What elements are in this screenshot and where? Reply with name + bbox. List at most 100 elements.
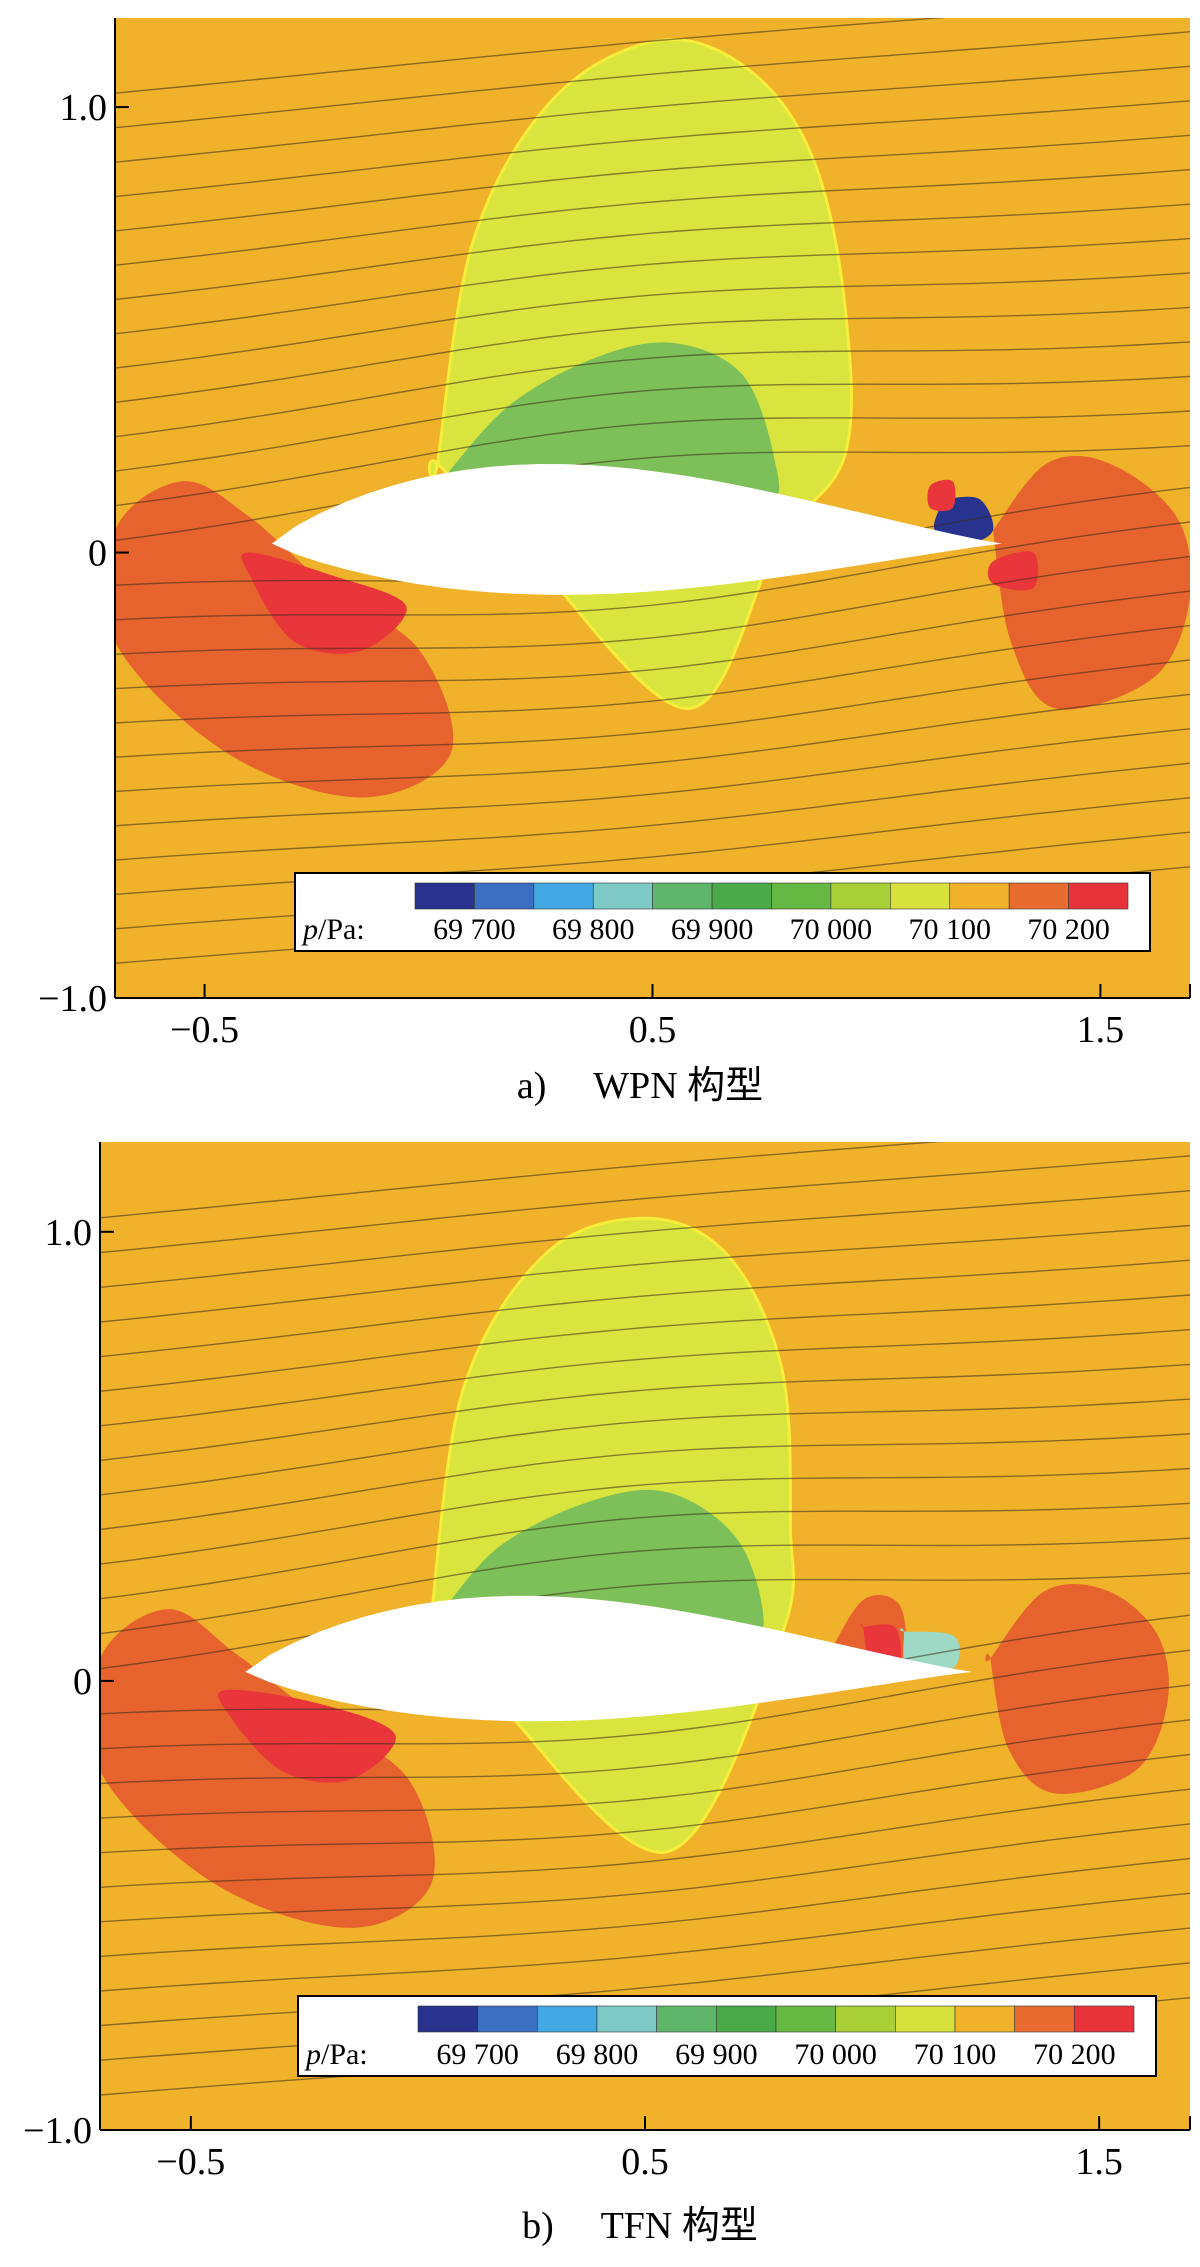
streamline-12	[115, 445, 1190, 541]
y-tick-label-2: 1.0	[60, 87, 108, 129]
streamline-20	[100, 1294, 1190, 1392]
streamline-3	[100, 1892, 1190, 1992]
streamline-5	[115, 693, 1190, 793]
y-tick-label-0: −1.0	[23, 2110, 92, 2152]
colorbar-swatch-1	[474, 882, 535, 910]
colorbar-tick-label-1: 69 800	[556, 2038, 639, 2071]
colorbar-label: p/Pa:	[301, 913, 365, 946]
streamline-23	[115, 65, 1190, 163]
streamline-9	[100, 1684, 1190, 1785]
colorbar-swatch-0	[417, 2005, 478, 2033]
airfoil-a	[271, 464, 1002, 595]
colorbar-swatch-2	[537, 2005, 598, 2033]
y-tick-label-1: 0	[88, 533, 107, 575]
x-tick-label-1: 0.5	[629, 1009, 677, 1051]
colorbar-tick-label-5: 70 200	[1027, 913, 1110, 946]
streamline-12	[100, 1572, 1190, 1670]
x-tick-label-1: 0.5	[621, 2141, 669, 2183]
colorbar-swatch-6	[775, 2005, 836, 2033]
colorbar-label-unit: /Pa:	[318, 913, 365, 946]
streamline-9	[115, 555, 1190, 655]
x-tick-label-2: 1.5	[1075, 2141, 1123, 2183]
streamline-22	[100, 1224, 1190, 1323]
colorbar-swatch-0	[414, 882, 475, 910]
colorbar-tick-label-2: 69 900	[675, 2038, 758, 2071]
streamline-21	[115, 134, 1190, 232]
streamline-15	[115, 341, 1190, 438]
y-tick-label-1: 0	[73, 1661, 92, 1703]
subplot-b-tfn: −0.5 0.5 1.5 −1.0 0 1.0 p/Pa: 69 700 69 800 69 9…	[23, 1142, 1191, 2183]
colorbar-tick-label-2: 69 900	[671, 913, 754, 946]
x-tick-label-2: 1.5	[1077, 1009, 1125, 1051]
y-tick-label-2: 1.0	[45, 1212, 93, 1254]
colorbar-swatch-9	[954, 2005, 1015, 2033]
colorbar-swatch-5	[716, 2005, 777, 2033]
colorbar-swatch-11	[1074, 2005, 1135, 2033]
colorbar-tick-label-5: 70 200	[1033, 2038, 1116, 2071]
colorbar-tick-label-4: 70 100	[914, 2038, 997, 2071]
streamline-4	[100, 1857, 1190, 1958]
streamline-6	[100, 1788, 1190, 1888]
colorbar-swatch-6	[771, 882, 832, 910]
colorbar-swatch-4	[652, 882, 713, 910]
streamline-7	[100, 1753, 1190, 1854]
streamline-3	[115, 762, 1190, 861]
streamline-20	[115, 169, 1190, 266]
streamline-6	[115, 659, 1190, 758]
streamline-10	[100, 1649, 1190, 1750]
colorbar-swatch-5	[711, 882, 772, 910]
colorbar-swatch-8	[890, 882, 951, 910]
contour-region-3	[241, 552, 407, 654]
colorbar-legend-a: p/Pa: 69 700 69 800 69 900 70 000 70 100 70 20…	[294, 872, 1151, 952]
caption-a: a) WPN 构型	[517, 1065, 763, 1107]
streamline-22	[115, 100, 1190, 198]
colorbar-swatch-1	[477, 2005, 538, 2033]
streamline-17	[100, 1398, 1190, 1496]
streamlines-b	[100, 1142, 1190, 2096]
colorbar-swatch-10	[1014, 2005, 1075, 2033]
axes-a: −0.5 0.5 1.5 −1.0 0 1.0	[38, 18, 1191, 1051]
colorbar-swatch-10	[1008, 882, 1069, 910]
streamline-15	[100, 1467, 1190, 1565]
contour-region-4	[988, 455, 1190, 710]
colorbar-tick-label-4: 70 100	[909, 913, 992, 946]
colorbar-swatch-11	[1068, 882, 1129, 910]
streamline-5	[100, 1823, 1190, 1923]
streamline-19	[100, 1329, 1190, 1427]
streamline-13	[100, 1537, 1190, 1635]
streamline-8	[115, 590, 1190, 690]
streamline-13	[115, 410, 1190, 507]
streamline-16	[115, 306, 1190, 404]
contour-region-7	[927, 479, 956, 512]
caption-b: b) TFN 构型	[522, 2205, 758, 2247]
streamline-7	[115, 624, 1190, 724]
streamline-14	[115, 375, 1190, 472]
colorbar-swatch-3	[596, 2005, 657, 2033]
x-tick-label-0: −0.5	[156, 2141, 225, 2183]
colorbar-swatch-2	[533, 882, 594, 910]
colorbar-tick-label-1: 69 800	[552, 913, 635, 946]
streamline-10	[115, 521, 1190, 621]
contour-region-5	[987, 551, 1039, 591]
streamline-2	[100, 1927, 1190, 2027]
colorbar-swatch-7	[835, 2005, 896, 2033]
colorbar-swatch-9	[949, 882, 1010, 910]
colorbar-tick-label-3: 70 000	[794, 2038, 877, 2071]
colorbar-tick-label-0: 69 700	[436, 2038, 519, 2071]
colorbar-tick-label-0: 69 700	[433, 913, 516, 946]
streamline-14	[100, 1502, 1190, 1600]
streamline-25	[115, 18, 946, 94]
colorbar-swatch-8	[895, 2005, 956, 2033]
streamline-19	[115, 203, 1190, 301]
streamline-24	[115, 31, 1190, 129]
streamline-18	[115, 237, 1190, 335]
streamline-17	[115, 272, 1190, 369]
colorbar-legend-b: p/Pa: 69 700 69 800 69 900 70 000 70 100 70 20…	[297, 1995, 1157, 2077]
contour-region-3	[217, 1689, 396, 1783]
colorbar-swatch-3	[592, 882, 653, 910]
axes-b: −0.5 0.5 1.5 −1.0 0 1.0	[23, 1142, 1191, 2183]
streamline-24	[100, 1155, 1190, 1254]
airfoil-b	[245, 1595, 973, 1722]
y-tick-label-0: −1.0	[38, 978, 107, 1020]
